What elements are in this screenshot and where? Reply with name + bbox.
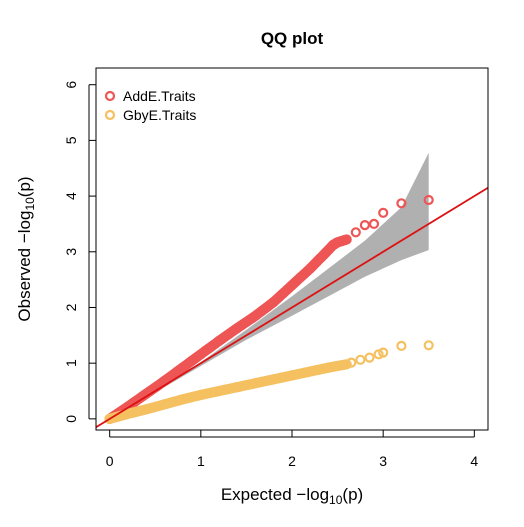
data-point <box>425 341 433 349</box>
legend: AddE.Traits GbyE.Traits <box>106 88 196 123</box>
y-axis-label-minus: −log <box>15 211 34 244</box>
y-tick-label: 4 <box>63 192 79 200</box>
y-axis-label: Observed −log10(p) <box>15 176 37 321</box>
data-point <box>379 209 387 217</box>
legend-label-adde: AddE.Traits <box>123 88 196 104</box>
x-axis-label-sub: 10 <box>329 493 343 507</box>
data-point <box>352 228 360 236</box>
chart-title: QQ plot <box>261 29 324 48</box>
y-tick-label: 6 <box>63 81 79 89</box>
x-axis-label-minus: −log <box>296 485 329 504</box>
reference-line-layer <box>96 188 488 427</box>
y-axis-label-prefix: Observed <box>15 243 34 321</box>
x-tick-label: 2 <box>288 453 296 469</box>
y-axis-label-sub: 10 <box>23 197 37 211</box>
data-point <box>356 356 364 364</box>
data-point <box>370 220 378 228</box>
x-axis: 0 1 2 3 4 <box>106 430 479 469</box>
y-tick-label: 3 <box>63 248 79 256</box>
x-tick-label: 3 <box>379 453 387 469</box>
legend-label-gbye: GbyE.Traits <box>123 107 196 123</box>
data-point <box>366 354 374 362</box>
y-axis-label-arg: (p) <box>15 176 34 197</box>
x-axis-label: Expected −log10(p) <box>221 485 363 507</box>
y-tick-label: 0 <box>63 415 79 423</box>
x-axis-label-prefix: Expected <box>221 485 297 504</box>
data-point <box>397 342 405 350</box>
y-tick-label: 1 <box>63 359 79 367</box>
x-axis-label-arg: (p) <box>342 485 363 504</box>
data-point <box>361 221 369 229</box>
reference-line <box>96 188 488 427</box>
legend-marker-adde <box>106 92 114 100</box>
y-axis: 0 1 2 3 4 5 6 <box>63 81 96 423</box>
legend-marker-gbye <box>106 111 114 119</box>
x-tick-label: 0 <box>106 453 114 469</box>
x-tick-label: 1 <box>197 453 205 469</box>
y-tick-label: 2 <box>63 303 79 311</box>
y-tick-label: 5 <box>63 136 79 144</box>
x-tick-label: 4 <box>470 453 478 469</box>
